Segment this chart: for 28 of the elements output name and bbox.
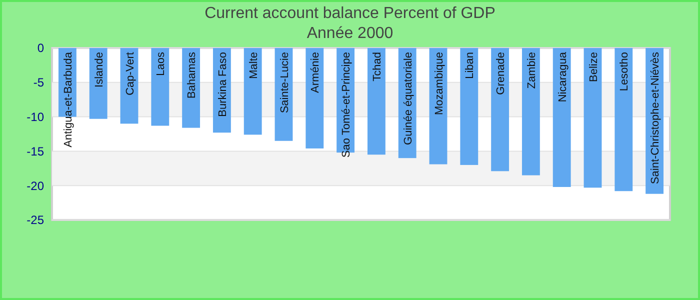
x-tick-label: Saint-Christophe-et-Niévès (650, 52, 662, 184)
x-tick-label: Nicaragua (556, 51, 569, 102)
chart-subtitle: Année 2000 (306, 25, 394, 42)
x-tick-label: Lesotho (618, 52, 631, 92)
x-tick-label: Guinée équatoriale (402, 52, 414, 145)
y-tick-label: -10 (26, 110, 44, 124)
x-tick-label: Sainte-Lucie (278, 52, 291, 114)
x-tick-label: Liban (464, 52, 476, 79)
x-tick-label: Zambie (526, 52, 538, 89)
x-tick-label: Arménie (310, 52, 322, 93)
x-tick-label: Tchad (371, 52, 384, 82)
x-tick-label: Belize (588, 52, 600, 82)
x-tick-label: Sao Tomé-et-Principe (340, 52, 353, 158)
y-tick-label: -25 (26, 213, 44, 228)
x-tick-label: Grenade (495, 52, 508, 95)
x-tick-label: Laos (155, 52, 168, 76)
x-tick-label: Cap-Vert (124, 52, 136, 96)
y-tick-label: 0 (37, 41, 44, 56)
x-tick-label: Malte (248, 52, 260, 79)
y-tick-label: -5 (33, 76, 44, 90)
y-tick-label: -15 (26, 144, 44, 158)
x-tick-label: Antigua-et-Barbuda (62, 51, 74, 148)
x-tick-label: Islande (93, 52, 106, 88)
y-tick-label: -20 (26, 178, 44, 193)
chart-title: Current account balance Percent of GDP (204, 5, 496, 22)
x-tick-label: Mozambique (433, 52, 446, 115)
x-tick-label: Burkina Faso (216, 52, 229, 117)
x-tick-label: Bahamas (186, 52, 198, 98)
